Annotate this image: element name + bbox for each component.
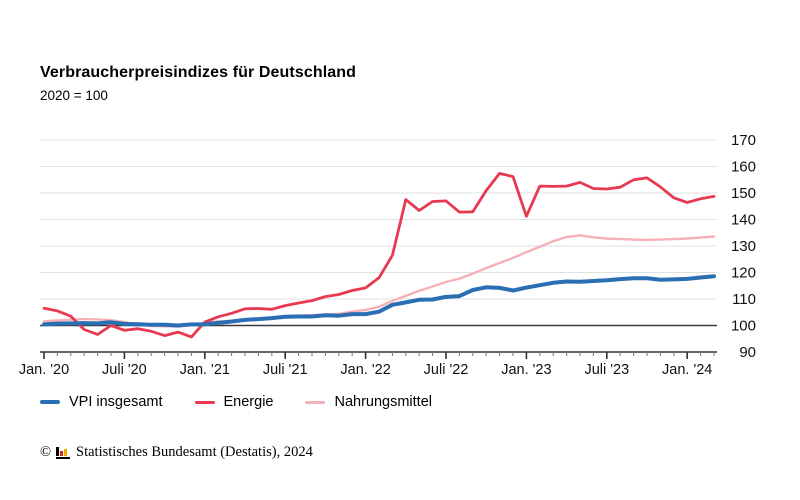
x-tick-label: Jan. '22	[340, 362, 390, 378]
y-tick-label: 110	[732, 291, 756, 308]
x-tick-label: Juli '22	[424, 362, 469, 378]
y-tick-label: 90	[739, 344, 756, 361]
x-tick-label: Juli '23	[584, 362, 629, 378]
chart-subtitle: 2020 = 100	[40, 88, 108, 103]
x-tick-label: Jan. '21	[180, 362, 230, 378]
copyright-symbol: ©	[40, 444, 52, 460]
legend-label-nahrungsmittel: Nahrungsmittel	[334, 394, 432, 410]
y-tick-label: 150	[731, 185, 756, 202]
legend-item-energie: Energie	[194, 394, 274, 410]
legend-item-vpi-insgesamt: VPI insgesamt	[40, 394, 163, 410]
source-text: Statistisches Bundesamt (Destatis), 2024	[76, 444, 313, 460]
y-tick-label: 140	[731, 212, 756, 229]
chart-legend: VPI insgesamt Energie Nahrungsmittel	[40, 394, 464, 410]
legend-label-energie: Energie	[223, 394, 274, 410]
destatis-logo-icon	[56, 446, 71, 459]
y-tick-label: 160	[731, 159, 756, 176]
x-tick-label: Jan. '23	[501, 362, 551, 378]
energie-line-swatch-icon	[194, 400, 215, 404]
x-tick-label: Jan. '20	[19, 362, 69, 378]
source-attribution: © Statistisches Bundesamt (Destatis), 20…	[40, 444, 313, 461]
y-tick-label: 130	[731, 238, 756, 255]
series-line-vpi-insgesamt	[42, 274, 716, 328]
chart-title: Verbraucherpreisindizes für Deutschland	[40, 64, 356, 81]
y-tick-label: 170	[731, 132, 756, 149]
vpi-line-swatch-icon	[40, 400, 60, 404]
legend-item-nahrungsmittel: Nahrungsmittel	[305, 394, 432, 410]
x-tick-label: Jan. '24	[662, 362, 712, 378]
y-tick-label: 120	[731, 265, 756, 282]
series-line-energie	[42, 171, 716, 339]
nahrungsmittel-line-swatch-icon	[305, 400, 326, 404]
y-tick-label: 100	[731, 318, 756, 335]
legend-label-vpi: VPI insgesamt	[69, 394, 163, 410]
x-tick-label: Juli '21	[263, 362, 308, 378]
x-tick-label: Juli '20	[102, 362, 147, 378]
